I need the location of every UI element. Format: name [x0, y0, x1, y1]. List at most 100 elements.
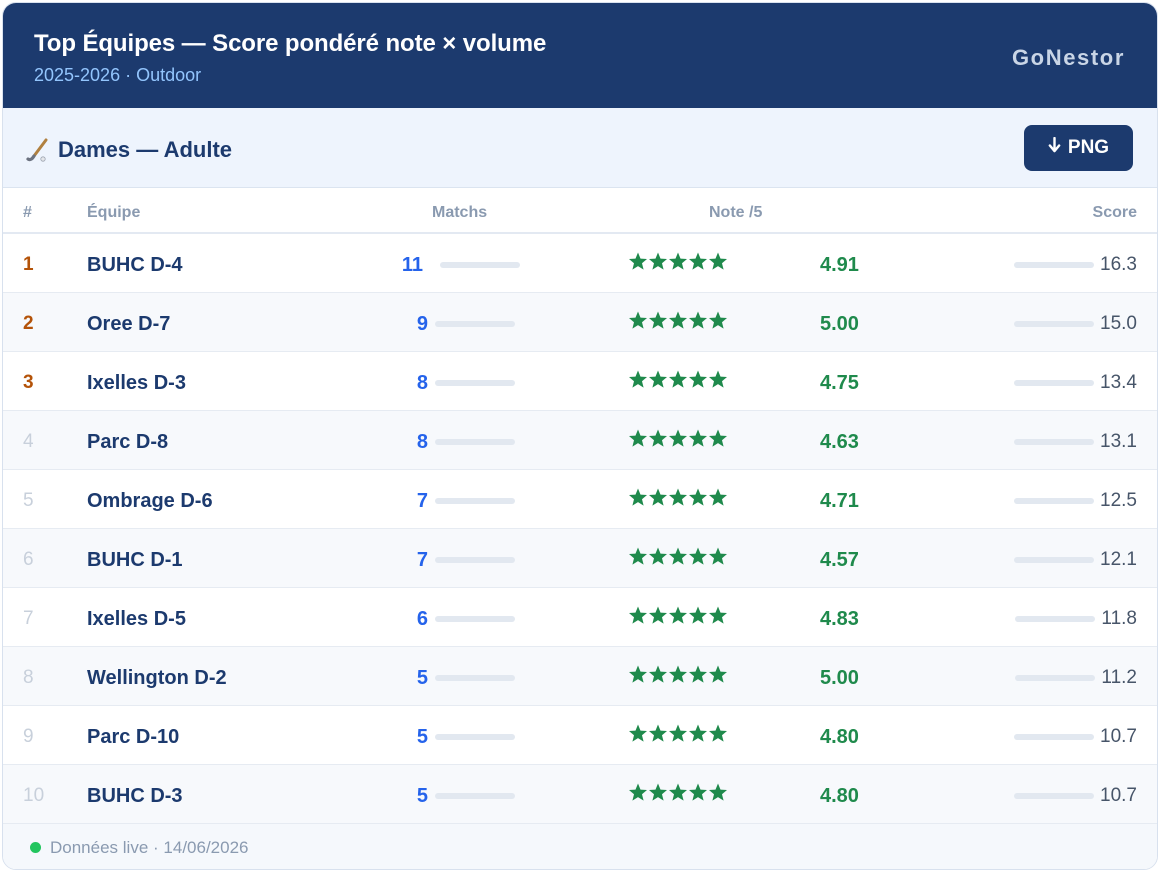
star-icon [649, 665, 667, 683]
star-icon [649, 724, 667, 742]
update-date: 14/06/2026 [163, 838, 249, 857]
star-icon [629, 488, 647, 506]
row-rating-stars [628, 722, 728, 744]
row-score: 15.0 [1100, 313, 1137, 334]
card-footer: Données live · 14/06/2026 [3, 824, 1157, 869]
star-icon [689, 783, 707, 801]
page-title: Top Équipes — Score pondéré note × volum… [34, 30, 547, 57]
row-rank: 5 [23, 490, 34, 511]
row-score-bar [1014, 321, 1094, 327]
star-icon [689, 311, 707, 329]
row-matches-bar [435, 675, 515, 681]
row-rating-value: 4.91 [820, 254, 859, 276]
table-row: 1 BUHC D-4 11 4.91 16.3 [3, 234, 1157, 293]
star-icon [629, 429, 647, 447]
row-score-bar [1014, 557, 1094, 563]
row-rating-value: 4.80 [820, 785, 859, 807]
column-note: Note /5 [709, 204, 763, 221]
row-matches-count: 5 [416, 785, 428, 807]
row-rating-stars [628, 368, 728, 390]
star-icon [649, 783, 667, 801]
row-rank: 7 [23, 608, 34, 629]
row-matches-count: 7 [416, 490, 428, 512]
row-rating-stars [628, 309, 728, 331]
row-rating-stars [628, 663, 728, 685]
row-rank: 6 [23, 549, 34, 570]
row-score-bar [1014, 439, 1094, 445]
row-matches-count: 8 [416, 372, 428, 394]
row-score: 12.1 [1100, 549, 1137, 570]
category-label: Dames — Adulte [58, 137, 233, 162]
star-icon [629, 606, 647, 624]
star-icon [669, 665, 687, 683]
row-score-bar [1014, 793, 1094, 799]
row-team-name: Ixelles D-5 [87, 608, 186, 630]
row-rating-stars [628, 781, 728, 803]
star-icon [649, 370, 667, 388]
row-rating-stars [628, 250, 728, 272]
row-matches-bar [435, 498, 515, 504]
star-icon [689, 547, 707, 565]
row-rating-value: 4.57 [820, 549, 859, 571]
row-rating-value: 4.80 [820, 726, 859, 748]
row-score-bar [1014, 498, 1094, 504]
row-team-name: Oree D-7 [87, 313, 171, 335]
column-matches: Matchs [432, 204, 488, 221]
table-header: # Équipe Matchs Note /5 Score [3, 188, 1157, 234]
star-icon [709, 488, 727, 506]
row-team-name: Parc D-10 [87, 726, 180, 748]
star-icon [689, 488, 707, 506]
star-icon [669, 783, 687, 801]
star-icon [689, 724, 707, 742]
row-rank: 8 [23, 667, 34, 688]
row-score: 10.7 [1100, 785, 1137, 806]
row-score-bar [1015, 616, 1095, 622]
star-icon [669, 606, 687, 624]
star-icon [709, 783, 727, 801]
star-icon [649, 606, 667, 624]
star-icon [689, 665, 707, 683]
row-team-name: BUHC D-4 [87, 254, 183, 276]
star-icon [669, 429, 687, 447]
row-matches-bar [435, 793, 515, 799]
row-team-name: Wellington D-2 [87, 667, 227, 689]
row-score: 16.3 [1100, 254, 1137, 275]
row-rating-stars [628, 604, 728, 626]
venue-label: Outdoor [136, 65, 202, 85]
row-score: 11.8 [1101, 608, 1137, 629]
row-matches-bar [440, 262, 520, 268]
star-icon [649, 252, 667, 270]
star-icon [689, 606, 707, 624]
live-status-label: Données live [50, 838, 149, 857]
row-score: 11.2 [1101, 667, 1137, 688]
star-icon [649, 429, 667, 447]
row-team-name: Ixelles D-3 [87, 372, 186, 394]
export-png-button[interactable]: PNG [1024, 125, 1133, 171]
row-rank: 10 [23, 785, 45, 806]
row-matches-bar [435, 321, 515, 327]
table-row: 4 Parc D-8 8 4.63 13.1 [3, 411, 1157, 470]
row-rating-value: 4.75 [820, 372, 859, 394]
star-icon [629, 783, 647, 801]
row-rating-stars [628, 427, 728, 449]
row-score: 12.5 [1100, 490, 1137, 511]
row-score-bar [1014, 380, 1094, 386]
row-rating-value: 5.00 [820, 667, 859, 689]
download-arrow-icon [1048, 136, 1061, 160]
row-score: 13.1 [1100, 431, 1137, 452]
row-matches-count: 6 [416, 608, 428, 630]
row-rating-value: 4.71 [820, 490, 859, 512]
page-subtitle: 2025-2026 · Outdoor [34, 65, 201, 86]
star-icon [649, 547, 667, 565]
row-rank: 4 [23, 431, 34, 452]
star-icon [709, 370, 727, 388]
row-rating-value: 4.83 [820, 608, 859, 630]
star-icon [709, 547, 727, 565]
season-label: 2025-2026 [34, 65, 121, 85]
row-team-name: BUHC D-3 [87, 785, 183, 807]
row-rating-value: 4.63 [820, 431, 859, 453]
export-png-label: PNG [1067, 137, 1110, 158]
table-row: 6 BUHC D-1 7 4.57 12.1 [3, 529, 1157, 588]
row-matches-count: 7 [416, 549, 428, 571]
